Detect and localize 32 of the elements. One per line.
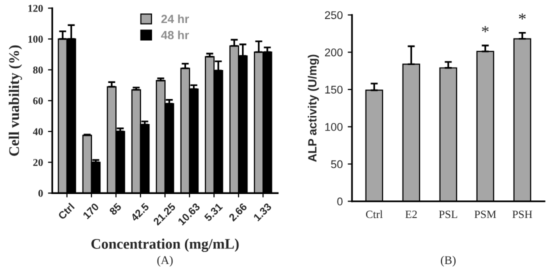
x-tick-label: PSM xyxy=(474,210,496,218)
x-tick-label: 5.31 xyxy=(204,202,223,222)
legend-label: 48 hr xyxy=(161,30,189,40)
x-tick-label: E2 xyxy=(405,210,417,218)
x-tick-label: Ctrl xyxy=(57,202,75,220)
x-axis-title: Concentration (mg/mL) xyxy=(91,238,239,252)
y-tick-label: 50 xyxy=(331,160,343,168)
y-tick-label: 20 xyxy=(33,158,43,166)
y-tick-label: 200 xyxy=(324,48,343,56)
text: (B) xyxy=(440,256,456,267)
x-tick-label: 85 xyxy=(108,202,122,216)
y-tick-label: 150 xyxy=(325,86,343,94)
x-tick-label: 42.5 xyxy=(130,202,150,222)
x-tick-label: PSL xyxy=(438,210,458,218)
annotation: * xyxy=(482,26,489,32)
y-axis-title: Cell vuability (%) xyxy=(8,45,22,156)
y-tick-label: 40 xyxy=(32,128,43,136)
text: (A) xyxy=(157,256,173,267)
y-tick-label: 100 xyxy=(28,36,43,43)
y-axis-title: ALP activity (U/mg) xyxy=(308,54,319,162)
y-tick-label: 100 xyxy=(325,123,343,131)
y-tick-label: 0 xyxy=(38,190,43,197)
x-tick-label: Ctrl xyxy=(366,210,383,218)
y-tick-label: 0 xyxy=(337,198,343,206)
x-tick-label: 170 xyxy=(82,202,100,220)
y-tick-label: 80 xyxy=(33,66,43,74)
x-tick-label: PSH xyxy=(512,210,532,218)
annotation: * xyxy=(518,13,526,20)
y-tick-label: 250 xyxy=(324,11,343,20)
y-tick-label: 120 xyxy=(28,4,43,12)
legend-label: 24 hr xyxy=(161,14,189,24)
y-tick-label: 60 xyxy=(33,97,43,104)
